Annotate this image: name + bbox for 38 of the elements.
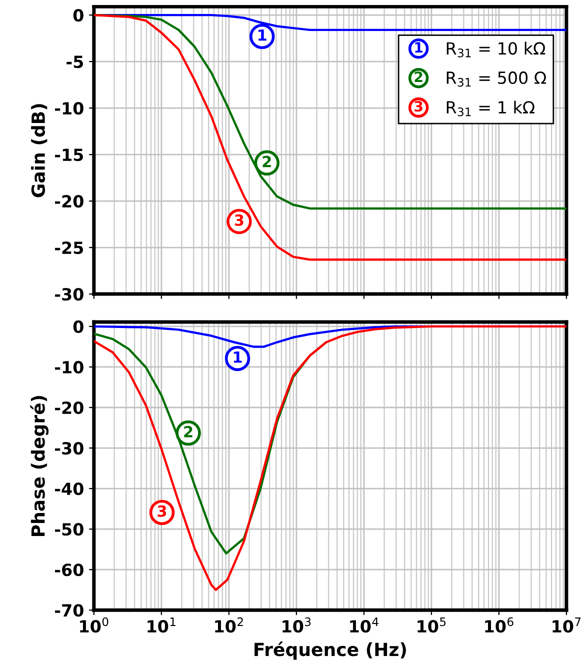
annotation: 1 [258, 30, 266, 41]
text: 3 [414, 100, 422, 112]
legend-label: R$_{31}$ = 500 Ω [446, 71, 546, 87]
y-tick-label: -40 [54, 482, 84, 496]
text: 1 [415, 42, 423, 53]
annotation: 1 [234, 352, 242, 363]
y-tick-label: -20 [54, 195, 84, 208]
legend-label: R$_{31}$ = 10 kΩ [446, 42, 546, 58]
annotation: 2 [184, 426, 192, 438]
annotation: 3 [234, 214, 244, 226]
x-tick-label: 10$^{5}$ [418, 618, 446, 633]
x-tick-label: 10$^{4}$ [350, 618, 378, 633]
x-tick-label: 10$^{1}$ [148, 618, 176, 633]
x-axis-title: Fréquence (Hz) [254, 642, 406, 660]
y-tick-label: -20 [54, 401, 84, 414]
legend-label: R$_{31}$ = 1 kΩ [446, 100, 534, 116]
y-tick-label: -5 [66, 56, 84, 68]
x-tick-label: 10$^{3}$ [282, 617, 311, 633]
x-tick-label: 10$^{2}$ [215, 617, 243, 633]
text: 2 [414, 71, 422, 82]
y-tick-label: -50 [54, 523, 84, 536]
y-tick-label: 0 [73, 9, 84, 22]
y-axis-title: Gain (dB) [31, 104, 48, 198]
x-tick-label: 10$^{0}$ [80, 617, 108, 633]
x-tick-label: 10$^{7}$ [552, 618, 581, 633]
y-tick-label: 0 [73, 320, 84, 334]
y-axis-title: Phase (degré) [30, 396, 49, 536]
y-tick-label: -30 [54, 442, 84, 455]
y-tick-label: -60 [54, 564, 84, 576]
y-tick-label: -10 [54, 360, 84, 374]
y-tick-label: -30 [54, 288, 84, 301]
annotation: 3 [158, 505, 166, 517]
y-tick-label: -10 [54, 102, 84, 115]
y-tick-label: -15 [54, 148, 84, 162]
y-tick-label: -70 [54, 604, 84, 617]
y-tick-label: -25 [54, 241, 84, 254]
annotation: 2 [262, 156, 271, 168]
x-tick-label: 10$^{6}$ [485, 617, 514, 633]
